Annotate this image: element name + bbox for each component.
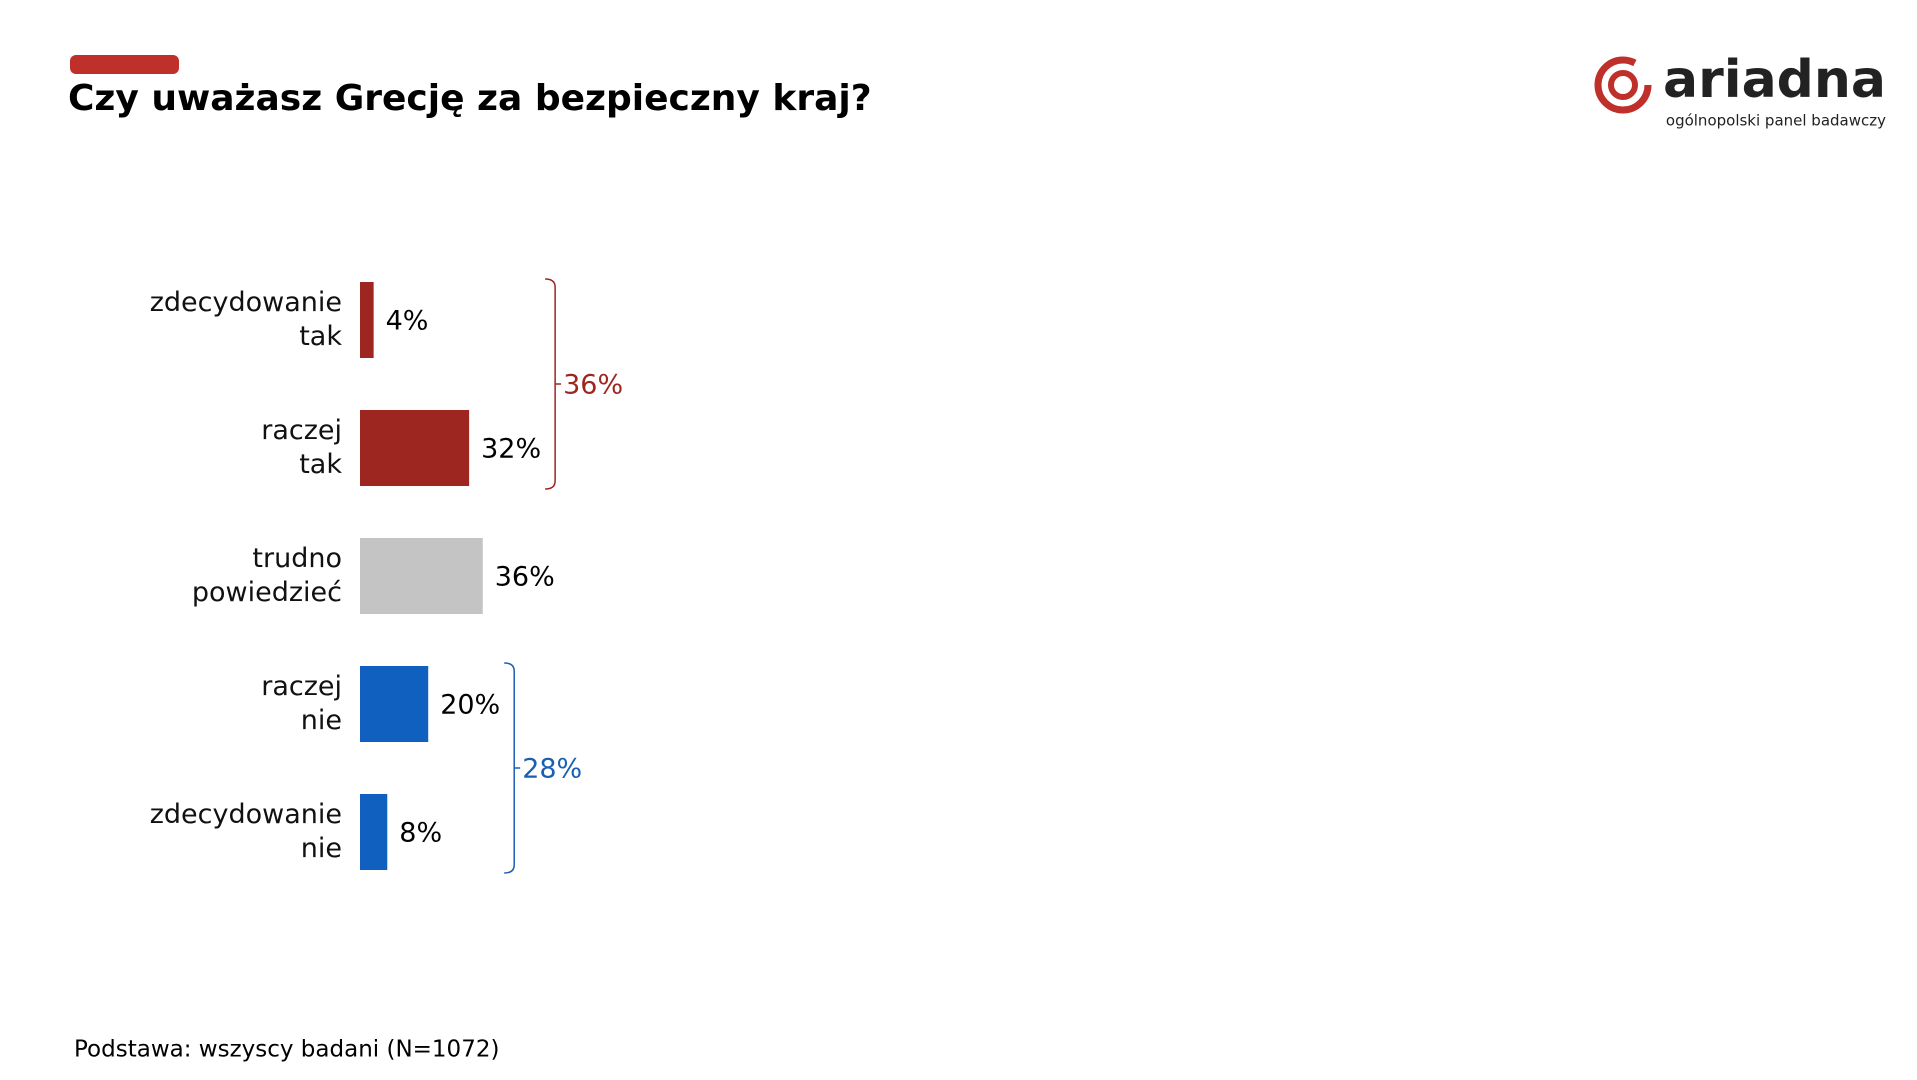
bracket [504, 662, 521, 874]
value-label: 8% [399, 818, 442, 849]
logo-name: ariadna [1663, 50, 1886, 110]
category-label: raczej tak [261, 415, 342, 480]
bracket [545, 278, 562, 490]
title-accent [70, 55, 179, 74]
value-label: 4% [386, 306, 429, 337]
bar [360, 666, 429, 742]
category-label: trudno powiedzieć [191, 543, 342, 608]
value-label: 36% [495, 562, 555, 593]
footer: Podstawa: wszyscy badani (N=1072) [74, 1037, 499, 1063]
bar [360, 410, 470, 486]
category-label: zdecydowanie tak [149, 287, 342, 352]
bar [360, 282, 374, 358]
logo-tagline: ogólnopolski panel badawczy [1666, 112, 1886, 130]
chart-title: Czy uważasz Grecję za bezpieczny kraj? [68, 78, 872, 119]
bracket-label: 28% [522, 754, 582, 785]
bar [360, 538, 483, 614]
bar [360, 794, 388, 870]
logo-icon [1594, 56, 1652, 114]
bracket-label: 36% [563, 370, 623, 401]
category-label: raczej nie [261, 671, 342, 736]
category-label: zdecydowanie nie [149, 799, 342, 864]
value-label: 32% [481, 434, 541, 465]
value-label: 20% [440, 690, 500, 721]
